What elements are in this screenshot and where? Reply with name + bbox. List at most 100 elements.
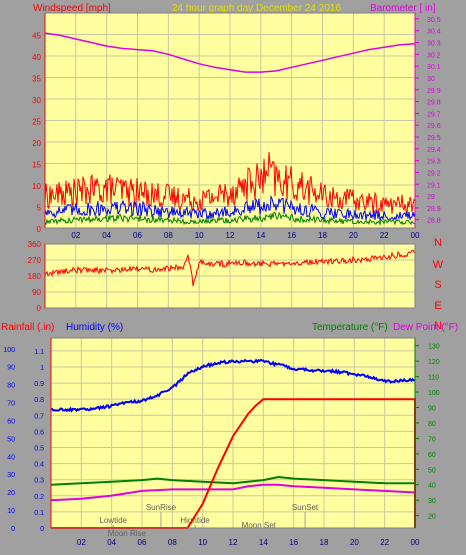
temperature-y-tick-label: 100 — [428, 390, 440, 397]
direction-series — [44, 249, 416, 287]
wind-x-tick-label: 14 — [256, 231, 265, 240]
compass-label: E — [434, 300, 441, 312]
windspeed-axis-title: Windspeed [mph] — [33, 3, 111, 14]
rain-x-tick-label: 06 — [138, 538, 147, 547]
wind-gust-line — [44, 151, 416, 214]
humidity-y-tick-label: 40 — [7, 454, 15, 461]
rain-x-tick-label: 16 — [289, 538, 298, 547]
humidity-y-tick-label: 100 — [3, 347, 15, 354]
temperature-y-tick-label: 20 — [428, 514, 436, 521]
annotation-label: SunRise — [146, 503, 177, 512]
dewpoint-axis-title: Dew Point (°F) — [393, 322, 458, 333]
wind-y-tick-label: 35 — [32, 75, 41, 84]
rain-y-tick-label: 0.6 — [34, 429, 44, 436]
humidity-line — [50, 358, 416, 413]
humidity-y-tick-label: 60 — [7, 418, 15, 425]
rain-y-tick-label: 1 — [40, 365, 44, 372]
wind-x-tick-label: 08 — [164, 231, 173, 240]
rain-y-tick-label: 0 — [40, 526, 44, 533]
rain-x-tick-label: 22 — [380, 538, 389, 547]
direction-y-tick-label: 270 — [28, 256, 42, 265]
wind-x-tick-label: 22 — [380, 231, 389, 240]
wind-direction-line — [44, 249, 416, 287]
humidity-y-tick-label: 70 — [7, 401, 15, 408]
rain-y-tick-label: 0.2 — [34, 494, 44, 501]
rain-x-tick-label: 14 — [259, 538, 268, 547]
rain-humidity-series — [50, 358, 416, 529]
barometer-y-tick-label: 30.3 — [427, 41, 441, 48]
compass-label: N — [434, 237, 442, 249]
barometer-y-tick-label: 30.1 — [427, 64, 441, 71]
direction-y-tick-label: 0 — [37, 304, 42, 313]
barometer-y-tick-label: 30 — [427, 76, 435, 83]
barometer-y-tick-label: 30.4 — [427, 29, 441, 36]
wind-y-tick-label: 20 — [32, 139, 41, 148]
rain-y-tick-label: 1.1 — [34, 349, 44, 356]
wind-y-tick-label: 30 — [32, 96, 41, 105]
wind-speed-line — [44, 194, 416, 222]
wind-axes: 0 5 10 15 20 25 30 35 40 45 28.8 28.9 29 29.1 29.2 29.3… — [32, 12, 441, 240]
wind-x-tick-label: 12 — [226, 231, 235, 240]
humidity-y-tick-label: 10 — [7, 508, 15, 515]
wind-x-tick-label: 16 — [287, 231, 296, 240]
rain-x-tick-label: 04 — [107, 538, 116, 547]
barometer-y-tick-label: 29.4 — [427, 147, 441, 154]
barometer-y-tick-label: 29.3 — [427, 159, 441, 166]
rain-y-tick-label: 0.5 — [34, 445, 44, 452]
direction-y-tick-label: 90 — [32, 288, 41, 297]
wind-x-tick-label: 10 — [195, 231, 204, 240]
wind-x-tick-label: 18 — [318, 231, 327, 240]
barometer-y-tick-label: 29.1 — [427, 182, 441, 189]
rain-y-tick-label: 0.7 — [34, 413, 44, 420]
temperature-y-tick-label: 120 — [428, 359, 440, 366]
humidity-y-tick-label: 90 — [7, 365, 15, 372]
wind-y-tick-label: 15 — [32, 161, 41, 170]
wind-series — [44, 32, 416, 227]
compass-label: S — [434, 279, 441, 291]
barometer-y-tick-label: 29.2 — [427, 170, 441, 177]
rain-y-tick-label: 0.4 — [34, 462, 44, 469]
rain-x-tick-label: 08 — [168, 538, 177, 547]
barometer-y-tick-label: 29.8 — [427, 100, 441, 107]
humidity-y-tick-label: 50 — [7, 436, 15, 443]
rain-x-tick-label: 12 — [229, 538, 238, 547]
annotation-label: Moon Set — [242, 521, 277, 530]
wind-y-tick-label: 0 — [37, 225, 42, 234]
rain-humidity-axes: 0 0.1 0.2 0.3 0.4 0.5 0.6 0.7 0.8 0.9 1 1.1 0 10 20 30 4… — [3, 337, 440, 547]
temperature-y-tick-label: 110 — [428, 375, 439, 382]
rain-x-tick-label: 10 — [198, 538, 207, 547]
wind-y-tick-label: 40 — [32, 53, 41, 62]
wind-y-tick-label: 45 — [32, 32, 41, 41]
rain-x-tick-label: 20 — [350, 538, 359, 547]
rain-y-tick-label: 0.1 — [34, 510, 44, 517]
temperature-y-tick-label: 40 — [428, 483, 436, 490]
humidity-y-tick-label: 20 — [7, 490, 15, 497]
dewpoint-line — [50, 483, 416, 502]
wind-x-tick-label: 02 — [71, 231, 80, 240]
wind-average-line — [44, 211, 416, 227]
temperature-y-tick-label: 30 — [428, 498, 436, 505]
wind-x-tick-label: 06 — [133, 231, 142, 240]
rainfall-axis-title: Rainfall (.in) — [1, 322, 54, 333]
rain-x-tick-label: 02 — [77, 538, 86, 547]
wind-x-tick-label: 00 — [411, 231, 420, 240]
annotation-label: Moon Rise — [108, 529, 147, 538]
barometer-y-tick-label: 30.5 — [427, 17, 441, 24]
wind-y-tick-label: 25 — [32, 118, 41, 127]
annotation-label: SunSet — [292, 503, 319, 512]
annotation-label: Hightide — [180, 516, 210, 525]
rain-x-tick-label: 18 — [320, 538, 329, 547]
temperature-axis-title: Temperature (°F) — [312, 322, 388, 333]
barometer-y-tick-label: 29.9 — [427, 88, 441, 95]
direction-y-tick-label: 180 — [28, 272, 42, 281]
barometer-y-tick-label: 29.7 — [427, 111, 441, 118]
humidity-axis-title: Humidity (%) — [66, 322, 123, 333]
compass-label: N — [434, 320, 442, 332]
rain-y-tick-label: 0.9 — [34, 381, 44, 388]
wind-y-tick-label: 10 — [32, 182, 41, 191]
humidity-y-tick-label: 80 — [7, 383, 15, 390]
temperature-y-tick-label: 70 — [428, 436, 436, 443]
